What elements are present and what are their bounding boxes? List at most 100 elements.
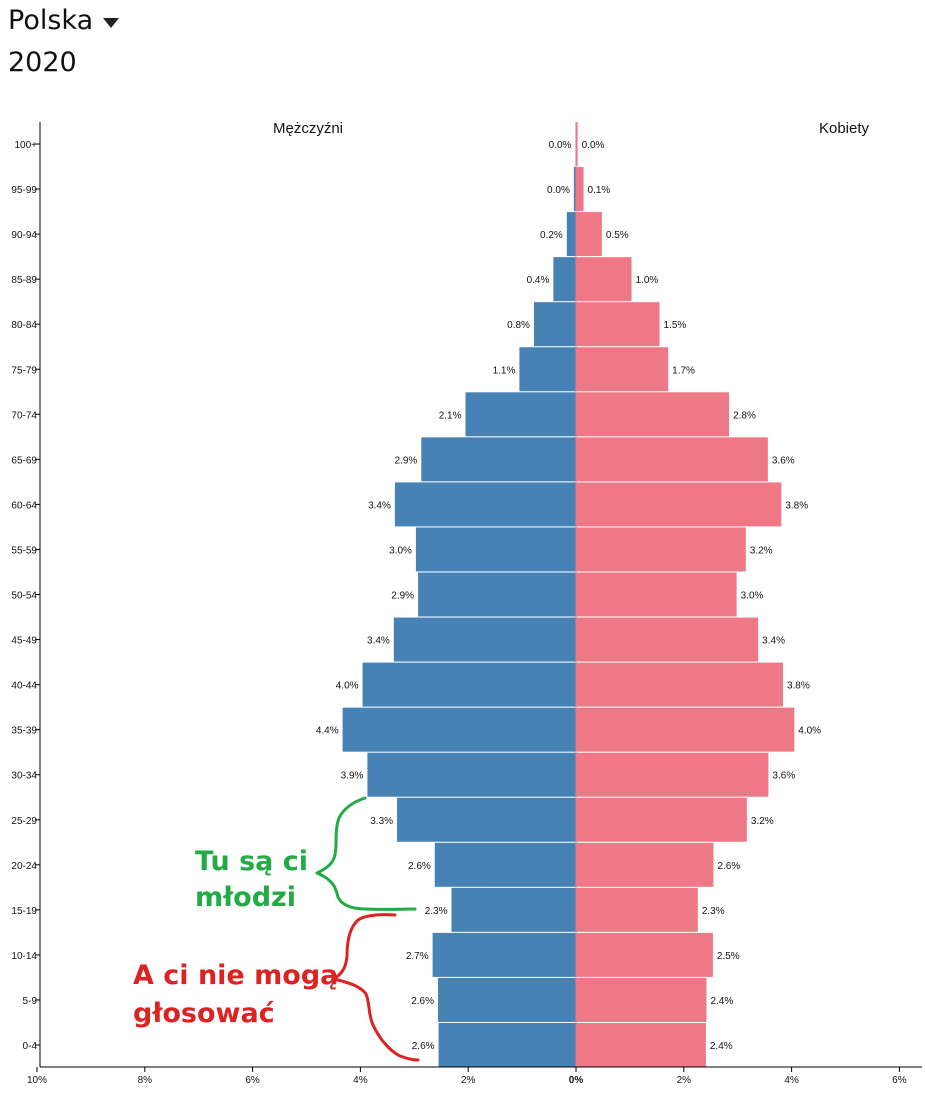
country-selector[interactable]: Polska bbox=[8, 2, 120, 40]
y-tick-label-20-24: 20-24 bbox=[11, 861, 37, 872]
bar-label-men-10-14: 2.7% bbox=[406, 951, 429, 962]
bar-label-men-85-89: 0.4% bbox=[527, 275, 550, 286]
bar-label-men-45-49: 3.4% bbox=[367, 636, 390, 647]
y-tick-label-80-84: 80-84 bbox=[11, 320, 37, 331]
x-tick-label: 6% bbox=[892, 1075, 907, 1086]
bar-women-10-14 bbox=[576, 932, 713, 977]
bar-women-55-59 bbox=[576, 527, 746, 572]
bar-label-women-85-89: 1.0% bbox=[636, 275, 659, 286]
bar-label-women-35-39: 4.0% bbox=[798, 726, 821, 737]
annotation-young-line2: młodzi bbox=[195, 882, 296, 913]
x-tick-label: 10% bbox=[27, 1075, 47, 1086]
y-tick-label-5-9: 5-9 bbox=[23, 996, 38, 1007]
y-tick-label-100+: 100+ bbox=[14, 140, 37, 151]
bar-label-women-75-79: 1.7% bbox=[672, 365, 695, 376]
bar-label-men-50-54: 2.9% bbox=[391, 591, 414, 602]
bar-label-women-15-19: 2.3% bbox=[702, 906, 725, 917]
bar-men-65-69 bbox=[421, 437, 576, 482]
bar-men-10-14 bbox=[432, 932, 576, 977]
bar-men-15-19 bbox=[451, 887, 576, 932]
bar-label-women-70-74: 2.8% bbox=[733, 410, 756, 421]
bar-label-women-90-94: 0.5% bbox=[606, 230, 629, 241]
bar-women-20-24 bbox=[576, 842, 714, 887]
bar-women-95-99 bbox=[576, 167, 584, 212]
y-tick-label-10-14: 10-14 bbox=[11, 951, 37, 962]
bar-label-men-30-34: 3.9% bbox=[341, 771, 364, 782]
bar-label-women-45-49: 3.4% bbox=[762, 636, 785, 647]
y-tick-label-0-4: 0-4 bbox=[23, 1041, 38, 1052]
y-tick-label-35-39: 35-39 bbox=[11, 726, 37, 737]
chart-header: Polska 2020 bbox=[8, 2, 120, 82]
bar-men-75-79 bbox=[519, 347, 576, 392]
x-tick-label: 2% bbox=[677, 1075, 692, 1086]
bar-label-men-5-9: 2.6% bbox=[411, 996, 434, 1007]
bar-label-men-95-99: 0.0% bbox=[547, 185, 570, 196]
bar-label-women-65-69: 3.6% bbox=[772, 455, 795, 466]
bar-label-men-65-69: 2.9% bbox=[395, 455, 418, 466]
x-tick-label: 2% bbox=[461, 1075, 476, 1086]
bar-label-men-0-4: 2.6% bbox=[412, 1041, 435, 1052]
bar-women-15-19 bbox=[576, 887, 698, 932]
y-tick-label-25-29: 25-29 bbox=[11, 816, 37, 827]
y-tick-label-30-34: 30-34 bbox=[11, 771, 37, 782]
y-tick-label-85-89: 85-89 bbox=[11, 275, 37, 286]
x-tick-label: 6% bbox=[245, 1075, 260, 1086]
bar-label-men-100+: 0.0% bbox=[549, 140, 572, 151]
bar-men-95-99 bbox=[573, 167, 576, 212]
bar-men-85-89 bbox=[553, 257, 576, 302]
country-name: Polska bbox=[8, 5, 94, 36]
bar-women-5-9 bbox=[576, 977, 707, 1022]
bar-label-men-60-64: 3.4% bbox=[368, 500, 391, 511]
bar-women-25-29 bbox=[576, 797, 747, 842]
series-label-women: Kobiety bbox=[819, 120, 870, 137]
bar-men-80-84 bbox=[533, 302, 576, 347]
bar-women-0-4 bbox=[576, 1023, 706, 1067]
bar-label-women-50-54: 3.0% bbox=[741, 591, 764, 602]
y-tick-label-45-49: 45-49 bbox=[11, 636, 37, 647]
y-tick-label-60-64: 60-64 bbox=[11, 500, 37, 511]
y-tick-label-70-74: 70-74 bbox=[11, 410, 37, 421]
bar-women-65-69 bbox=[576, 437, 768, 482]
bar-label-men-75-79: 1.1% bbox=[493, 365, 516, 376]
bar-label-women-5-9: 2.4% bbox=[710, 996, 733, 1007]
series-label-men: Mężczyźni bbox=[273, 120, 343, 137]
bar-label-men-90-94: 0.2% bbox=[540, 230, 563, 241]
bar-label-women-100+: 0.0% bbox=[582, 140, 605, 151]
bar-men-30-34 bbox=[367, 752, 576, 797]
y-tick-label-40-44: 40-44 bbox=[11, 681, 37, 692]
bar-women-40-44 bbox=[576, 662, 783, 707]
bar-women-60-64 bbox=[576, 482, 782, 527]
bar-label-men-35-39: 4.4% bbox=[316, 726, 339, 737]
bar-label-women-30-34: 3.6% bbox=[772, 771, 795, 782]
bar-label-men-25-29: 3.3% bbox=[370, 816, 393, 827]
green-bracket-annotation bbox=[315, 796, 417, 911]
annotation-cannot-vote-line2: głosować bbox=[133, 998, 275, 1029]
x-tick-label: 0% bbox=[569, 1075, 584, 1086]
y-tick-label-55-59: 55-59 bbox=[11, 545, 37, 556]
bar-women-100+ bbox=[576, 122, 578, 166]
x-tick-label: 4% bbox=[353, 1075, 368, 1086]
bar-women-80-84 bbox=[576, 302, 660, 347]
y-tick-label-95-99: 95-99 bbox=[11, 185, 37, 196]
bar-label-women-95-99: 0.1% bbox=[588, 185, 611, 196]
bar-label-men-20-24: 2.6% bbox=[408, 861, 431, 872]
y-tick-label-15-19: 15-19 bbox=[11, 906, 37, 917]
annotation-cannot-vote-line1: A ci nie mogą bbox=[133, 960, 338, 991]
bar-men-5-9 bbox=[438, 977, 576, 1022]
bar-label-women-20-24: 2.6% bbox=[717, 861, 740, 872]
bar-men-50-54 bbox=[418, 572, 576, 617]
bar-label-men-80-84: 0.8% bbox=[507, 320, 530, 331]
bar-men-55-59 bbox=[415, 527, 576, 572]
bar-label-women-80-84: 1.5% bbox=[664, 320, 687, 331]
x-tick-label: 4% bbox=[784, 1075, 799, 1086]
bar-men-20-24 bbox=[434, 842, 576, 887]
bar-women-90-94 bbox=[576, 212, 602, 257]
bar-women-30-34 bbox=[576, 752, 769, 797]
red-bracket-annotation bbox=[332, 913, 420, 1062]
bar-label-women-60-64: 3.8% bbox=[785, 500, 808, 511]
bar-women-45-49 bbox=[576, 617, 759, 662]
year-label: 2020 bbox=[8, 47, 77, 78]
y-tick-label-65-69: 65-69 bbox=[11, 455, 37, 466]
caret-down-icon[interactable] bbox=[103, 18, 120, 28]
bar-label-men-40-44: 4.0% bbox=[336, 681, 359, 692]
